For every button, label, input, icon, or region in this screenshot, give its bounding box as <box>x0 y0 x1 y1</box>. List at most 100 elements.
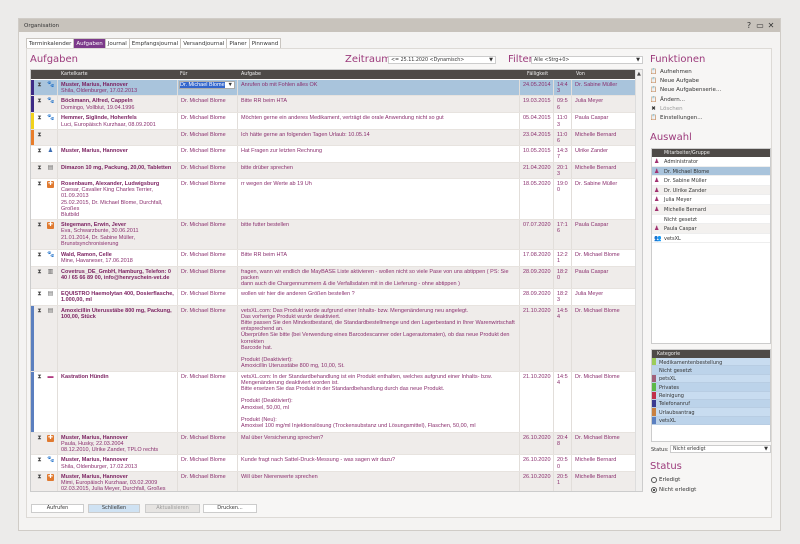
kartei-subtitle: 25.02.2015, Dr. Michael Blome, Durchfall… <box>61 199 163 212</box>
aktualisieren-button[interactable]: Aktualisieren <box>145 504 200 513</box>
mitarbeiter-item[interactable]: ♟ Julia Meyer <box>652 195 770 205</box>
kategorie-item[interactable]: Telefonanruf <box>652 399 770 409</box>
table-scrollbar[interactable]: ▲ <box>635 70 642 491</box>
mitarbeiter-item[interactable]: ♟ Michelle Bernard <box>652 204 770 215</box>
scroll-up-icon[interactable]: ▲ <box>637 71 641 77</box>
fuer-cell: Dr. Michael Blome <box>177 289 237 305</box>
fuer-cell: Dr. Michael Blome <box>177 179 237 220</box>
fuer-dropdown[interactable]: Dr. Michael Blome ▼ <box>179 81 235 89</box>
kategorie-list: Kategorie Medikamentenbestellung Nicht ge… <box>651 349 771 442</box>
fuer-cell: Dr. Michael Blome <box>177 471 237 491</box>
hourglass-icon: ⧗ <box>37 457 42 464</box>
von-cell: Dr. Sabine Müller <box>571 80 635 96</box>
table-row[interactable]: ⧗ 🐾 Muster, Marius, Hannover Shila, Oldenbu… <box>31 80 635 97</box>
table-row[interactable]: ⧗ 🐾 Wald, Ramon, Celle Mine, Havaneser, 17.… <box>31 250 635 267</box>
aufrufen-button[interactable]: Aufrufen <box>31 504 84 513</box>
faelligkeit-date: 28.09.2020 <box>519 289 553 305</box>
aufgabe-line: vetsXL.com: In der Standardbehandlung is… <box>241 373 493 380</box>
status-filter-select[interactable]: Nicht erledigt ▼ <box>670 445 771 453</box>
close-icon[interactable]: ✕ <box>767 21 775 30</box>
kartei-title: Stegemann, Erwin, Jever <box>61 222 127 229</box>
mitarbeiter-item[interactable]: ♟ Administrator <box>652 157 770 167</box>
table-row[interactable]: ⧗ ✚ Stegemann, Erwin, Jever Eva, Schwarzbun… <box>31 220 635 251</box>
mitarbeiter-item[interactable]: ♟ Dr. Sabine Müller <box>652 176 770 186</box>
status-radio-1[interactable]: Nicht erledigt <box>651 487 696 493</box>
table-row[interactable]: ⧗ ✚ Muster, Marius, Hannover Paula, Husky, … <box>31 432 635 456</box>
kategorie-item[interactable]: petsXL <box>652 374 770 384</box>
tab-pinnwand[interactable]: Pinnwand <box>248 38 282 49</box>
icon-cell: ⧗ ✚ <box>31 220 57 249</box>
column-aufgabe[interactable]: Aufgabe <box>241 72 261 77</box>
funktion-4[interactable]: ✖ Löschen <box>650 106 682 112</box>
funktion-2[interactable]: 📋 Neue Aufgabenserie... <box>650 87 721 93</box>
mitarbeiter-item[interactable]: ♟ Dr. Michael Blome <box>652 166 770 177</box>
kategorie-item[interactable]: Medikamentenbestellung <box>652 358 770 367</box>
radio-button[interactable] <box>651 487 657 493</box>
fuer-cell: Dr. Michael Blome <box>177 455 237 471</box>
kategorie-label: Telefonanruf <box>659 401 690 408</box>
table-row[interactable]: ⧗ ▤ EQUISTRO Haemolytan 400, Dosierflasche… <box>31 289 635 306</box>
group-icon: 👥 <box>654 234 662 242</box>
briefcase-icon: ▬ <box>47 373 54 380</box>
faelligkeit-time: 14:37 <box>553 146 571 162</box>
filter-select[interactable]: Alle <Strg+0> ▼ <box>531 56 643 64</box>
kategorie-item[interactable]: vetsXL <box>652 416 770 426</box>
kategorie-item[interactable]: Privates <box>652 383 770 392</box>
fuer-value: Dr. Michael Blome <box>181 291 226 298</box>
table-row[interactable]: ⧗ 🐾 Muster, Marius, Hannover Shila, Oldenbu… <box>31 455 635 472</box>
table-row[interactable]: ⧗ 🐾 Böckmann, Alfred, Cappeln Domingo, Voll… <box>31 96 635 114</box>
supplier-icon: ▥ <box>47 268 54 275</box>
table-row[interactable]: ⧗ ▤ Dimazon 10 mg, Packung, 20,00, Tablett… <box>31 162 635 180</box>
fuer-value: Dr. Michael Blome <box>181 473 226 480</box>
zeitraum-select[interactable]: <= 25.11.2020 <Dynamisch> ▼ <box>388 56 496 64</box>
kategorie-item[interactable]: Nicht gesetzt <box>652 366 770 375</box>
kartei-subtitle: 21.01.2014, Dr. Sabine Müller, <box>61 234 135 241</box>
icon-cell: ⧗ ▬ <box>31 371 57 432</box>
table-row[interactable]: ⧗ ✚ Rosenbaum, Alexander, Ludwigsburg Caesa… <box>31 179 635 221</box>
clipboard-new-icon: 📋 <box>650 78 657 85</box>
user-icon: ♟ <box>654 205 660 213</box>
table-row[interactable]: ⧗ Dr. Michael Blome Ich hätte gerne an fol… <box>31 129 635 147</box>
funktion-0[interactable]: 📋 Aufnehmen <box>650 69 692 75</box>
table-row[interactable]: ⧗ ♟ Muster, Marius, Hannover Dr. Michael Bl… <box>31 146 635 163</box>
column-kartei[interactable]: Kartelkarte <box>61 72 88 77</box>
kartei-title: Muster, Marius, Hannover <box>61 457 128 464</box>
table-row[interactable]: ⧗ ▤ Amoxicillin Uterusstäbe 800 mg, Packun… <box>31 305 635 372</box>
category-color-strip <box>31 371 34 432</box>
drucken-button[interactable]: Drucken... <box>203 504 257 513</box>
kategorie-label: Privates <box>659 384 680 391</box>
help-icon[interactable]: ? <box>746 21 752 30</box>
mitarbeiter-item[interactable]: 👥 vetsXL <box>652 234 770 244</box>
aufgabe-line: wollen wir hier die anderen Größen beste… <box>241 291 355 298</box>
column-faelligkeit[interactable]: Fälligkeit <box>527 72 549 77</box>
status-filter-value: Nicht erledigt <box>673 447 706 452</box>
table-row[interactable]: ⧗ ▬ Kastration Hündin Dr. Michael Blome vets… <box>31 371 635 433</box>
mitarbeiter-item[interactable]: ♟ Paula Caspar <box>652 224 770 234</box>
table-row[interactable]: ⧗ ✚ Muster, Marius, Hannover Mimi, Europäis… <box>31 471 635 491</box>
funktion-3[interactable]: 📋 Ändern... <box>650 97 685 103</box>
radio-button[interactable] <box>651 477 657 483</box>
minimize-icon[interactable]: ▭ <box>756 21 764 30</box>
mitarbeiter-item[interactable]: ♟ Dr. Ulrike Zander <box>652 185 770 196</box>
hourglass-icon: ⧗ <box>37 222 42 229</box>
mitarbeiter-item[interactable]: Nicht gesetzt <box>652 215 770 225</box>
medkit-icon: ✚ <box>47 434 54 442</box>
kategorie-item[interactable]: Reinigung <box>652 391 770 400</box>
aufgabe-line: entsprechend an. <box>241 326 284 333</box>
kartei-cell: Amoxicillin Uterusstäbe 800 mg, Packung,… <box>57 305 177 371</box>
schliessen-button[interactable]: Schließen <box>88 504 140 513</box>
table-row[interactable]: ⧗ 🐾 Hemmer, Siglinde, Hohenfels Luci, Europ… <box>31 113 635 130</box>
column-fuer[interactable]: Für <box>180 72 188 77</box>
funktion-1[interactable]: 📋 Neue Aufgabe <box>650 78 699 84</box>
kartei-title: Muster, Marius, Hannover <box>61 434 128 441</box>
aufgabe-cell: wollen wir hier die anderen Größen beste… <box>237 289 519 305</box>
kategorie-item[interactable]: Urlaubsantrag <box>652 408 770 417</box>
column-von[interactable]: Von <box>576 72 585 77</box>
aufgabe-line: Amoxicillin Uterusstäbe 800 mg, 10,00, S… <box>241 363 345 370</box>
status-radio-0[interactable]: Erledigt <box>651 477 680 483</box>
fuer-cell: Dr. Michael Blome <box>177 113 237 129</box>
funktion-5[interactable]: 📋 Einstellungen... <box>650 115 702 121</box>
kartei-cell: EQUISTRO Haemolytan 400, Dosierflasche, 1… <box>57 289 177 305</box>
faelligkeit-date: 28.09.2020 <box>519 266 553 289</box>
